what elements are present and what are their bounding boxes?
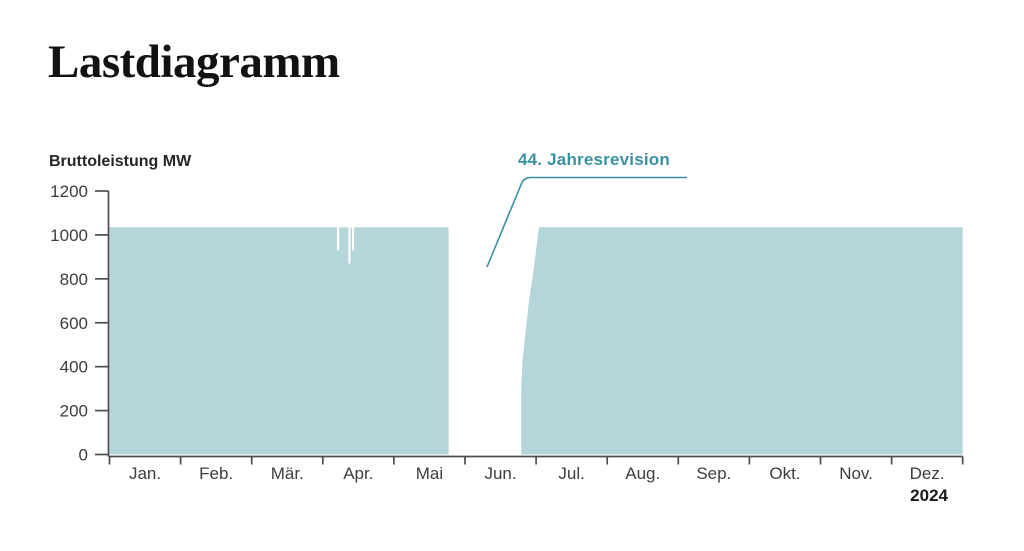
load-area bbox=[109, 227, 963, 455]
y-tick-label: 800 bbox=[60, 270, 88, 289]
month-label: Aug. bbox=[625, 464, 660, 483]
page-title: Lastdiagramm bbox=[48, 36, 340, 88]
annotation-label: 44. Jahresrevision bbox=[518, 150, 670, 169]
month-label: Mai bbox=[416, 464, 443, 483]
month-label: Jul. bbox=[558, 464, 584, 483]
month-label: Sep. bbox=[696, 464, 731, 483]
month-label: Mär. bbox=[271, 464, 304, 483]
y-tick-label: 0 bbox=[79, 446, 88, 465]
month-label: Apr. bbox=[343, 464, 373, 483]
y-tick-label: 1200 bbox=[50, 182, 88, 201]
month-label: Feb. bbox=[199, 464, 233, 483]
y-tick-label: 200 bbox=[60, 402, 88, 421]
annotation-leader-line bbox=[486, 176, 687, 268]
year-label: 2024 bbox=[910, 486, 948, 505]
month-label: Jun. bbox=[484, 464, 516, 483]
y-tick-label: 1000 bbox=[50, 226, 88, 245]
y-axis-title: Bruttoleistung MW bbox=[49, 153, 192, 170]
month-label: Dez. bbox=[910, 464, 945, 483]
month-label: Okt. bbox=[769, 464, 800, 483]
month-label: Jan. bbox=[129, 464, 161, 483]
y-tick-label: 600 bbox=[60, 314, 88, 333]
y-tick-label: 400 bbox=[60, 358, 88, 377]
month-label: Nov. bbox=[839, 464, 873, 483]
